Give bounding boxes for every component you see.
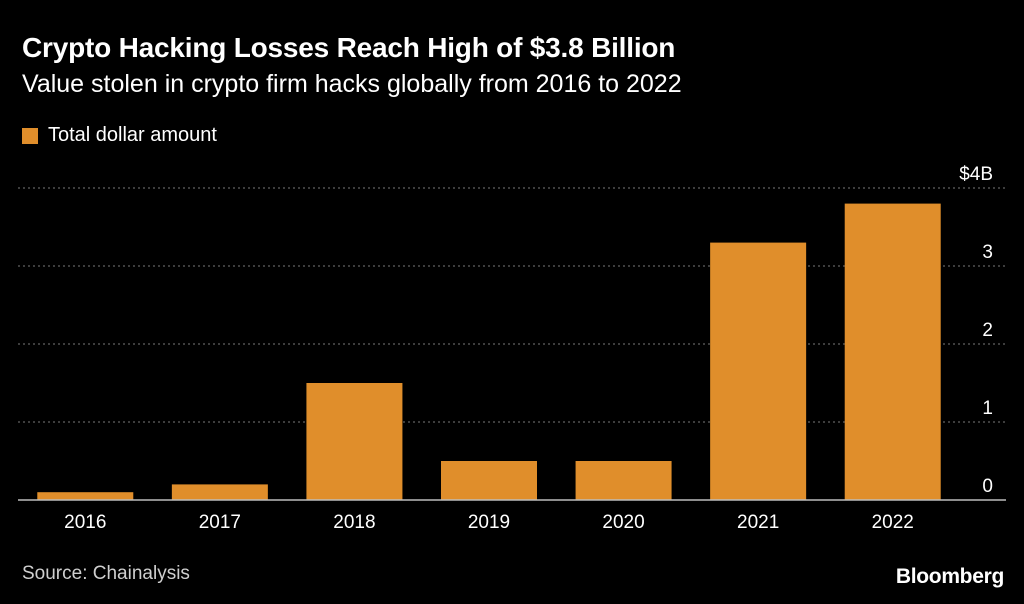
- x-tick-label: 2016: [64, 512, 106, 533]
- chart-title: Crypto Hacking Losses Reach High of $3.8…: [22, 32, 676, 63]
- legend: Total dollar amount: [22, 124, 217, 147]
- bar: [306, 383, 403, 500]
- legend-swatch: [22, 127, 38, 144]
- x-tick-label: 2017: [199, 512, 241, 533]
- bar: [710, 242, 807, 500]
- x-tick-label: 2020: [602, 512, 644, 533]
- y-tick-label: 1: [982, 398, 993, 419]
- y-tick-label: 0: [982, 476, 993, 497]
- y-tick-label: $4B: [959, 164, 993, 185]
- y-tick-label: 3: [982, 242, 993, 263]
- chart-subtitle: Value stolen in crypto firm hacks global…: [22, 70, 682, 98]
- x-tick-label: 2019: [468, 512, 510, 533]
- source-note: Source: Chainalysis: [22, 563, 190, 584]
- bar: [37, 492, 134, 500]
- x-tick-label: 2018: [333, 512, 375, 533]
- legend-label: Total dollar amount: [48, 124, 217, 146]
- x-tick-label: 2022: [872, 512, 914, 533]
- bar: [844, 203, 941, 500]
- bar: [171, 484, 268, 500]
- bar: [441, 461, 537, 500]
- x-tick-label: 2021: [737, 512, 779, 533]
- bloomberg-logo: Bloomberg: [895, 565, 1004, 588]
- bar: [575, 461, 672, 500]
- y-tick-label: 2: [982, 320, 993, 341]
